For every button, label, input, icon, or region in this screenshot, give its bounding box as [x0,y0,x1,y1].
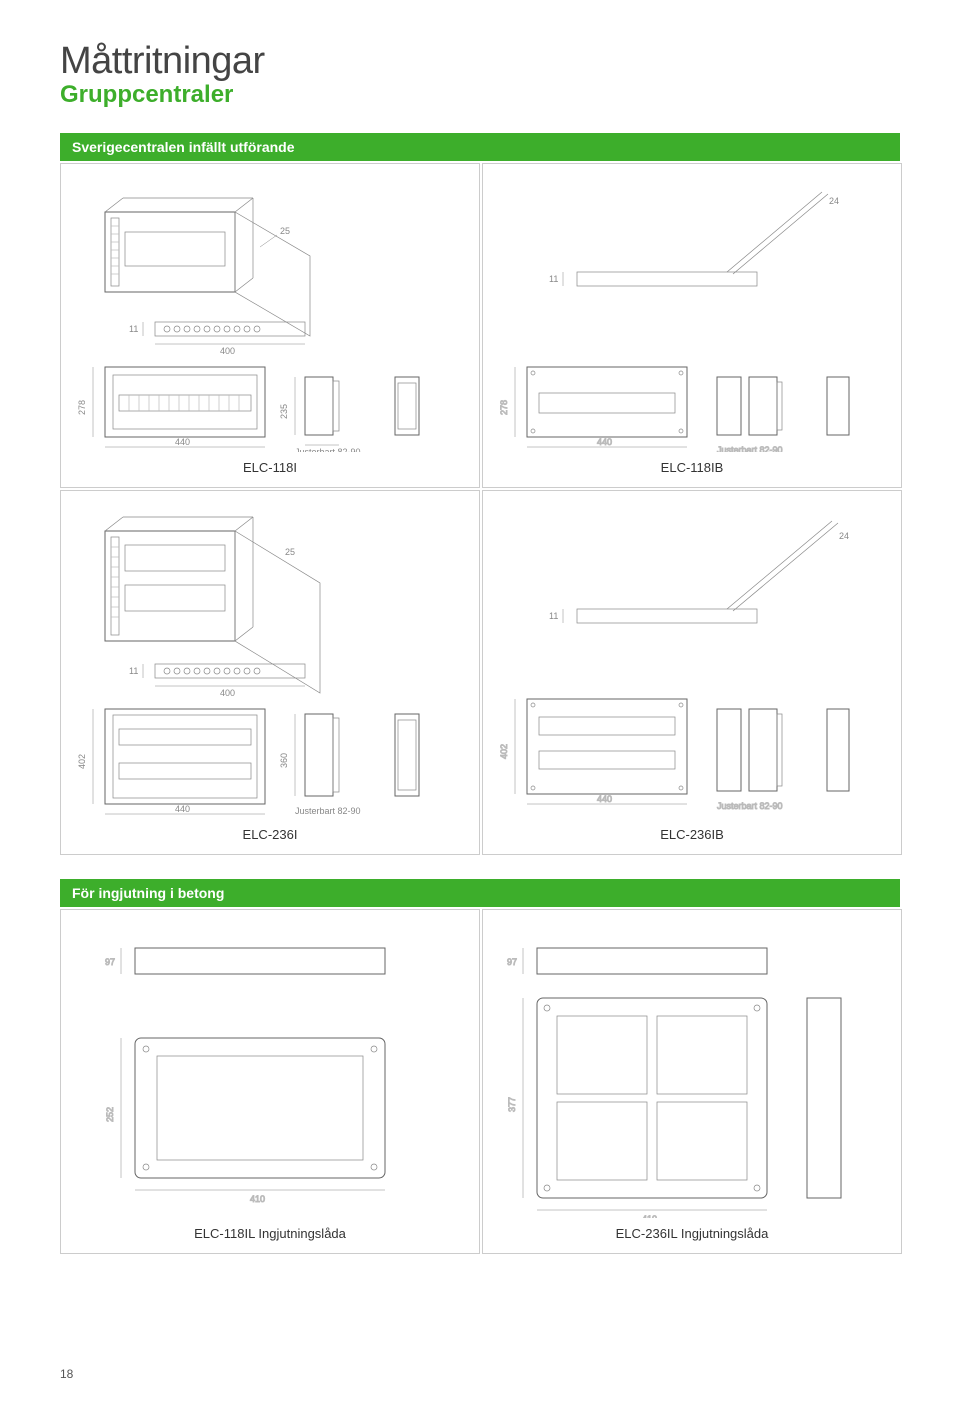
drawing-row: 97 252 410 ELC-118IL Ingjutningslåda [60,909,900,1254]
svg-text:402: 402 [77,754,87,769]
page-subtitle: Gruppcentraler [60,81,900,109]
drawing-cell-elc-118i: 25 11 400 [60,163,480,488]
caption: ELC-118IL Ingjutningslåda [194,1226,346,1241]
svg-text:440: 440 [597,794,612,804]
drawing-row: 25 11 400 [60,163,900,488]
drawing-elc-118i: 25 11 400 [65,172,475,452]
svg-text:235: 235 [279,404,289,419]
drawing-row: 25 11 400 [60,490,900,855]
svg-text:400: 400 [220,688,235,698]
svg-text:402: 402 [499,744,509,759]
svg-text:252: 252 [105,1107,115,1122]
caption: ELC-118I [243,460,297,475]
svg-text:278: 278 [77,400,87,415]
svg-text:11: 11 [129,666,138,676]
svg-text:360: 360 [279,753,289,768]
svg-text:11: 11 [549,611,558,621]
svg-text:11: 11 [129,324,138,334]
drawing-cell-elc-236i: 25 11 400 [60,490,480,855]
drawing-elc-118ib: 11 24 278 440 [487,172,897,452]
caption: ELC-236IB [660,827,724,842]
svg-text:410: 410 [250,1194,265,1204]
drawing-elc-236il: 97 377 410 [487,918,897,1218]
drawing-elc-236i: 25 11 400 [65,499,475,819]
caption: ELC-236IL Ingjutningslåda [616,1226,769,1241]
drawing-cell-elc-118ib: 11 24 278 440 [482,163,902,488]
drawing-cell-elc-236ib: 11 24 402 440 [482,490,902,855]
caption: ELC-118IB [661,460,724,475]
section-bar-1: Sverigecentralen infällt utförande [60,133,900,161]
svg-text:377: 377 [507,1097,517,1112]
svg-text:11: 11 [549,274,558,284]
drawing-cell-elc-118il: 97 252 410 ELC-118IL Ingjutningslåda [60,909,480,1254]
svg-text:278: 278 [499,400,509,415]
svg-text:Justerbart 82-90: Justerbart 82-90 [295,806,361,816]
svg-text:97: 97 [105,957,115,967]
section-bar-2: För ingjutning i betong [60,879,900,907]
page-title: Måttritningar [60,40,900,83]
svg-text:25: 25 [285,547,295,557]
svg-text:410: 410 [642,1214,657,1218]
svg-text:440: 440 [597,437,612,447]
svg-text:440: 440 [175,437,190,447]
drawing-elc-118il: 97 252 410 [65,918,475,1218]
svg-text:Justerbart 82-90: Justerbart 82-90 [717,445,783,452]
svg-text:24: 24 [829,196,839,206]
page-number: 18 [60,1367,73,1381]
svg-text:24: 24 [839,531,849,541]
svg-text:Justerbart 82-90: Justerbart 82-90 [295,447,361,452]
drawing-cell-elc-236il: 97 377 410 [482,909,902,1254]
caption: ELC-236I [243,827,298,842]
svg-text:Justerbart 82-90: Justerbart 82-90 [717,801,783,811]
svg-text:97: 97 [507,957,517,967]
svg-text:440: 440 [175,804,190,814]
svg-text:25: 25 [280,226,290,236]
drawing-elc-236ib: 11 24 402 440 [487,499,897,819]
svg-text:400: 400 [220,346,235,356]
